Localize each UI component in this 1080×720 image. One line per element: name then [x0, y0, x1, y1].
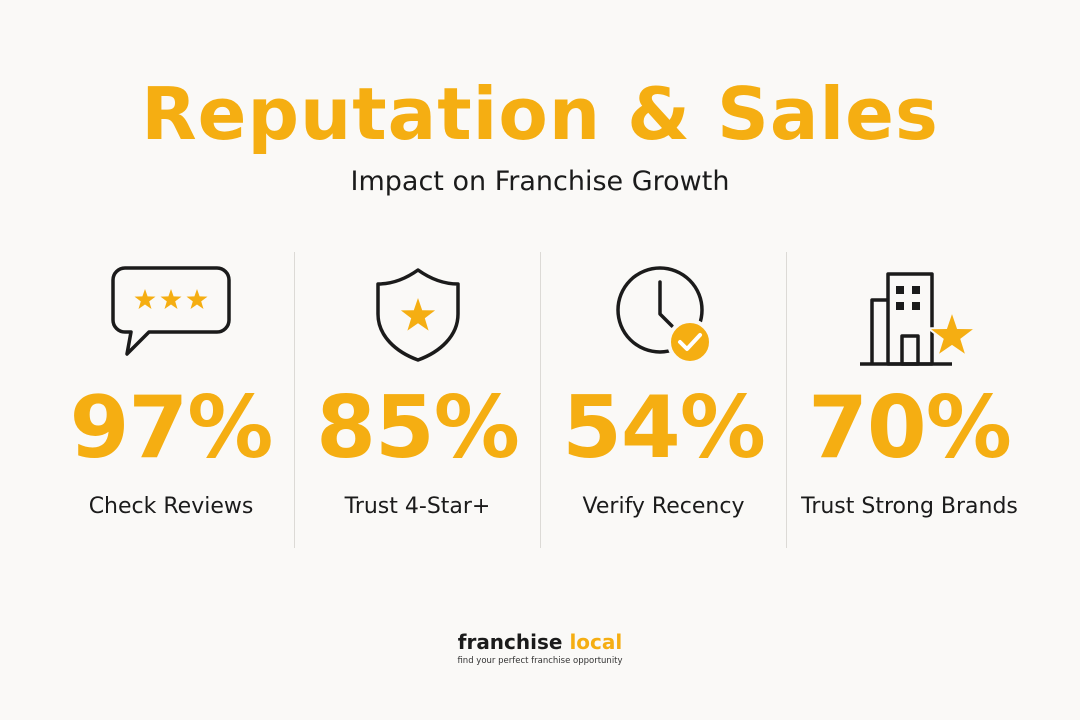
- stat-trust-strong-brands: 70% Trust Strong Brands: [786, 252, 1032, 548]
- logo-word-local: local: [569, 630, 623, 654]
- franchise-local-logo: franchise local find your perfect franch…: [0, 630, 1080, 667]
- stat-verify-recency: 54% Verify Recency: [540, 252, 786, 548]
- building-star-icon: [859, 272, 979, 366]
- shield-star-icon: [375, 268, 460, 362]
- stat-value: 97%: [69, 378, 274, 478]
- stat-value: 54%: [562, 378, 766, 478]
- logo-word-franchise: franchise: [457, 630, 563, 654]
- stat-check-reviews: 97% Check Reviews: [48, 252, 294, 548]
- page-title: Reputation & Sales: [141, 72, 939, 156]
- stat-value: 85%: [316, 378, 520, 478]
- logo-tagline: find your perfect franchise opportunity: [457, 656, 623, 666]
- stat-trust-4-star: 85% Trust 4-Star+: [294, 252, 540, 548]
- page-subtitle: Impact on Franchise Growth: [350, 166, 730, 197]
- stats-row: 97% Check Reviews 85% Trust 4-Star+ 54% …: [48, 252, 1032, 548]
- logo-wordmark: franchise local: [0, 630, 1080, 654]
- speech-bubble-stars-icon: [111, 266, 231, 356]
- stat-label: Verify Recency: [582, 494, 745, 519]
- clock-check-icon: [615, 266, 713, 365]
- stat-label: Check Reviews: [88, 494, 254, 519]
- stat-label: Trust 4-Star+: [344, 494, 491, 519]
- stat-label: Trust Strong Brands: [801, 494, 1018, 519]
- stat-value: 70%: [808, 378, 1012, 478]
